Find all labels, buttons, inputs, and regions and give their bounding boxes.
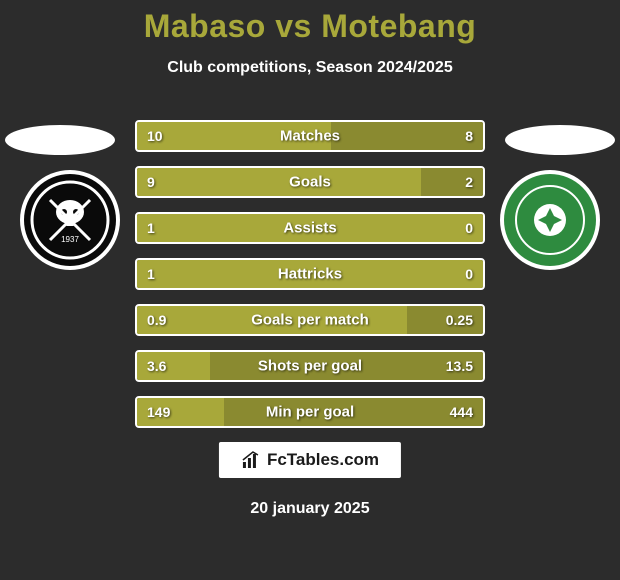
bar-fill-left xyxy=(137,122,331,150)
page-title: Mabaso vs Motebang xyxy=(0,0,620,45)
comparison-bars: 108Matches 92Goals 10Assists 10Hattricks 0.9… xyxy=(135,120,485,442)
bar-fill-right xyxy=(224,398,484,426)
brand-badge[interactable]: FcTables.com xyxy=(219,442,401,478)
bar-fill-left xyxy=(137,260,483,288)
bar-fill-left xyxy=(137,168,421,196)
crest-shadow-left xyxy=(5,125,115,155)
page-subtitle: Club competitions, Season 2024/2025 xyxy=(0,59,620,77)
stat-bar: 3.613.5Shots per goal xyxy=(135,350,485,382)
bloemfontein-celtic-crest xyxy=(500,170,600,270)
stat-bar: 108Matches xyxy=(135,120,485,152)
crest-shadow-right xyxy=(505,125,615,155)
orlando-pirates-crest: 1937 xyxy=(20,170,120,270)
bar-fill-left xyxy=(137,214,483,242)
fctables-chart-icon xyxy=(241,450,261,470)
stat-bar: 149444Min per goal xyxy=(135,396,485,428)
celtic-crest-svg xyxy=(500,170,600,270)
date-text: 20 january 2025 xyxy=(0,500,620,518)
bar-fill-right xyxy=(331,122,483,150)
bar-fill-right xyxy=(407,306,483,334)
pirates-crest-svg: 1937 xyxy=(20,170,120,270)
brand-text: FcTables.com xyxy=(267,450,379,470)
stat-bar: 10Hattricks xyxy=(135,258,485,290)
bar-fill-right xyxy=(421,168,483,196)
stat-bar: 92Goals xyxy=(135,166,485,198)
bar-fill-left xyxy=(137,306,407,334)
bar-fill-left xyxy=(137,352,210,380)
crest-year-text: 1937 xyxy=(61,235,79,244)
bar-fill-right xyxy=(210,352,483,380)
stat-bar: 10Assists xyxy=(135,212,485,244)
bar-fill-left xyxy=(137,398,224,426)
stat-bar: 0.90.25Goals per match xyxy=(135,304,485,336)
